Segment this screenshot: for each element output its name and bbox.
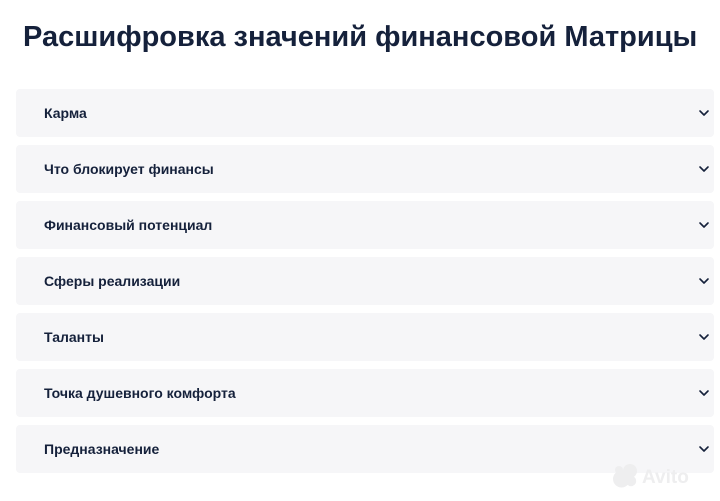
svg-text:Avito: Avito xyxy=(642,467,689,488)
